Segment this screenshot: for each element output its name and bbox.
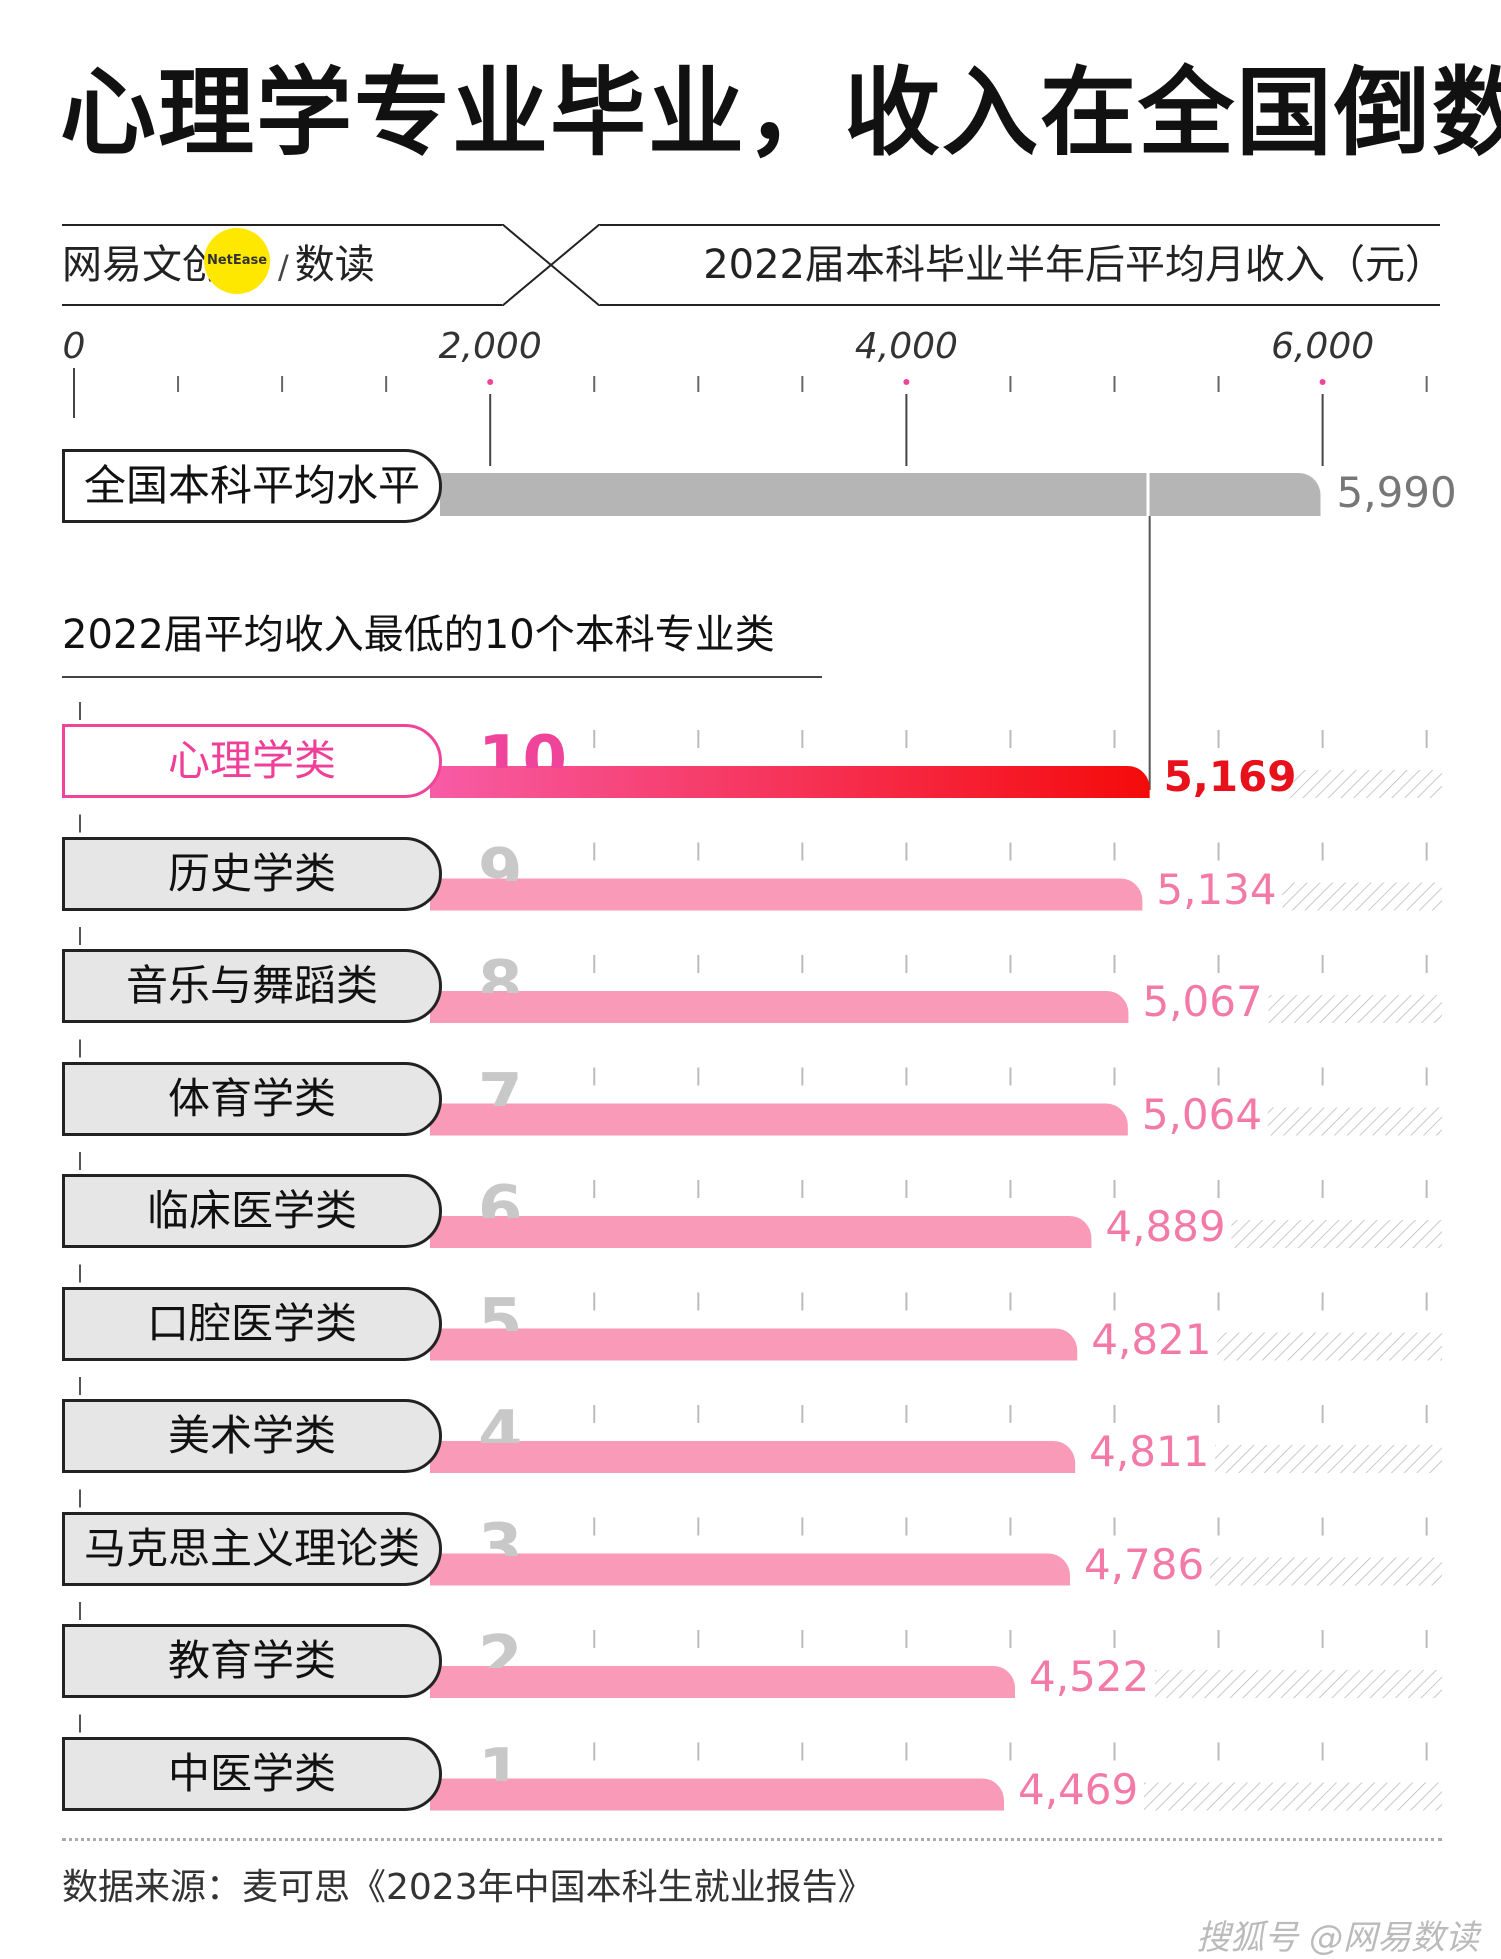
bar-value-label: 4,889 (1105, 1202, 1226, 1251)
rank-number: 3 (478, 1515, 523, 1556)
national-average-label: 全国本科平均水平 (62, 449, 442, 523)
bar-value-label: 5,064 (1141, 1089, 1263, 1139)
bar (430, 991, 1129, 1023)
rank-number: 4 (478, 1403, 523, 1443)
rank-number: 1 (478, 1740, 523, 1781)
bar-value-label: 4,811 (1089, 1427, 1210, 1476)
bar (430, 1216, 1092, 1248)
section-title: 2022届平均收入最低的10个本科专业类 (62, 612, 775, 658)
brand-separator: / (278, 248, 289, 286)
rank-number: 7 (478, 1065, 523, 1106)
bar-value-label: 4,469 (1017, 1764, 1139, 1814)
bar-remainder-hatch (1217, 1332, 1442, 1361)
header-line-top-right (600, 224, 1440, 226)
axis-tick-dot (487, 379, 494, 385)
bar-remainder-hatch (1155, 1670, 1442, 1698)
bar-remainder-hatch (1282, 882, 1442, 911)
category-label: 中医学类 (62, 1736, 442, 1811)
section-rule (62, 676, 822, 678)
brand-sub: 数读 (294, 242, 375, 288)
bar (430, 1328, 1078, 1361)
header-line-bottom-right (600, 304, 1440, 306)
bar-remainder-hatch (1143, 1782, 1442, 1811)
bar (430, 1666, 1016, 1698)
bar-value-label: 4,522 (1029, 1652, 1150, 1701)
bar (430, 1553, 1070, 1586)
category-label: 教育学类 (62, 1624, 442, 1698)
category-label: 体育学类 (62, 1061, 442, 1136)
header-line-bottom (62, 304, 502, 306)
data-source: 数据来源：麦可思《2023年中国本科生就业报告》 (62, 1867, 874, 1908)
bar (430, 1103, 1128, 1136)
bar (430, 878, 1143, 911)
axis-tick-label: 0 (62, 326, 86, 367)
brand-badge: NetEase (204, 228, 270, 294)
chart-title: 心理学专业毕业，收入在全国倒数 (60, 57, 1501, 169)
rank-number: 10 (478, 728, 568, 768)
chart-subtitle: 2022届本科毕业半年后平均月收入（元） (703, 242, 1445, 288)
category-label: 马克思主义理论类 (62, 1511, 442, 1586)
bar-remainder-hatch (1209, 1557, 1442, 1586)
rank-number: 5 (478, 1290, 523, 1331)
bar (430, 1441, 1076, 1473)
highlight-bar (430, 766, 1150, 798)
brand-logo: 网易文创NetEase / 数读 (62, 228, 375, 294)
rank-number: 2 (478, 1628, 523, 1668)
rank-number: 9 (478, 840, 523, 881)
header-line-top (62, 224, 502, 226)
bar-value-label: 5,169 (1163, 752, 1297, 801)
axis-tick-label: 2,000 (438, 326, 542, 367)
axis-tick-dot (903, 379, 910, 385)
header-cross-icon (502, 224, 600, 306)
watermark: 搜狐号 @网易数读 (1196, 1918, 1479, 1958)
brand-name: 网易文创 (62, 242, 222, 288)
category-label: 历史学类 (62, 836, 442, 911)
category-label: 美术学类 (62, 1399, 442, 1473)
national-average-value: 5,990 (1336, 468, 1457, 517)
bar-remainder-hatch (1289, 770, 1442, 798)
bar-value-label: 5,067 (1142, 977, 1263, 1026)
bar-value-label: 5,134 (1156, 864, 1277, 914)
rank-number: 6 (478, 1178, 523, 1218)
bar (430, 1778, 1004, 1811)
source-divider (62, 1838, 1442, 1841)
national-bar (440, 473, 1321, 516)
axis-tick-label: 4,000 (854, 326, 958, 367)
axis-tick-dot (1319, 379, 1326, 385)
axis-tick-label: 6,000 (1271, 326, 1375, 367)
bar-remainder-hatch (1231, 1220, 1442, 1248)
bar-value-label: 4,786 (1083, 1539, 1205, 1589)
rank-number: 8 (478, 953, 523, 993)
bar-remainder-hatch (1268, 995, 1442, 1023)
bar-remainder-hatch (1215, 1445, 1442, 1473)
bar-value-label: 4,821 (1091, 1314, 1212, 1364)
category-label: 临床医学类 (62, 1174, 442, 1248)
category-label: 心理学类 (62, 724, 442, 798)
bar-remainder-hatch (1267, 1107, 1442, 1136)
category-label: 音乐与舞蹈类 (62, 949, 442, 1023)
category-label: 口腔医学类 (62, 1286, 442, 1361)
